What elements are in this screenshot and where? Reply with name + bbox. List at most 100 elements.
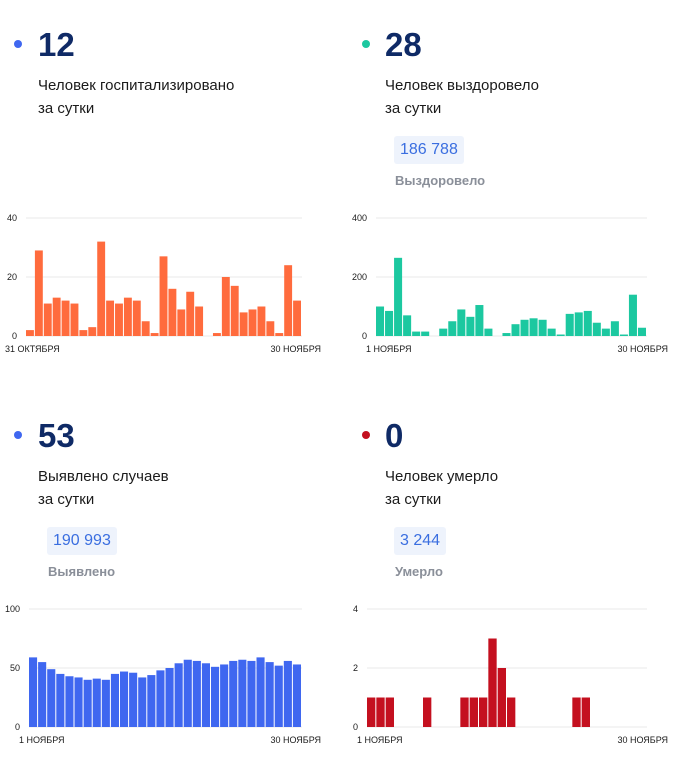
- bar: [186, 291, 195, 336]
- deaths-description: Человек умерло за сутки: [385, 465, 665, 511]
- cases-total-label: Выявлено: [48, 564, 116, 579]
- bar: [475, 305, 484, 336]
- recovered-total-label: Выздоровело: [395, 173, 486, 188]
- bar: [34, 250, 43, 336]
- bar: [556, 334, 565, 336]
- bar: [266, 321, 275, 336]
- deaths-desc-line2: за сутки: [385, 491, 442, 508]
- bar: [159, 256, 168, 336]
- y-tick-label: 50: [10, 663, 20, 673]
- bar: [26, 330, 34, 336]
- bar: [256, 657, 265, 727]
- y-tick-label: 4: [353, 604, 358, 614]
- bar: [284, 265, 293, 336]
- deaths-total-label: Умерло: [395, 564, 443, 579]
- bar: [147, 675, 156, 727]
- bar: [165, 668, 174, 727]
- bar: [201, 663, 210, 727]
- bar: [141, 321, 150, 336]
- y-tick-label: 100: [5, 604, 20, 614]
- bar: [229, 660, 238, 727]
- bar: [565, 313, 574, 336]
- bar: [101, 679, 110, 727]
- bar: [628, 294, 637, 336]
- x-start-label: 1 НОЯБРЯ: [366, 344, 412, 354]
- bar: [439, 328, 448, 336]
- x-start-label: 1 НОЯБРЯ: [19, 735, 65, 745]
- bar: [192, 660, 201, 727]
- hospitalized-desc-line2: за сутки: [38, 100, 95, 117]
- hospitalized-desc-line1: Человек госпитализировано: [38, 77, 235, 94]
- hospitalized-count: 12: [38, 26, 75, 63]
- cases-description: Выявлено случаев за сутки: [38, 465, 318, 511]
- bar: [257, 306, 266, 336]
- bar: [123, 297, 132, 336]
- bar: [74, 677, 83, 727]
- y-tick-label: 400: [352, 213, 367, 223]
- bar: [547, 328, 556, 336]
- recovered-count: 28: [385, 26, 422, 63]
- hospitalized-dot-icon: [14, 40, 22, 48]
- bar: [448, 321, 457, 336]
- bar: [129, 672, 138, 727]
- bar: [156, 670, 165, 727]
- bar: [572, 697, 581, 727]
- panel-deaths: 0 Человек умерло за сутки 3 244 Умерло 0…: [345, 391, 675, 771]
- panel-cases: 53 Выявлено случаев за сутки 190 993 Выя…: [0, 391, 330, 771]
- deaths-total-badge: 3 244: [394, 527, 447, 555]
- bar: [132, 300, 141, 336]
- bar: [457, 309, 466, 336]
- bar: [174, 663, 183, 727]
- bar: [230, 285, 239, 336]
- bar: [283, 660, 292, 727]
- y-tick-label: 2: [353, 663, 358, 673]
- bar: [488, 638, 497, 727]
- recovered-total-badge: 186 788: [394, 136, 464, 164]
- bar: [238, 659, 247, 727]
- y-tick-label: 200: [352, 272, 367, 282]
- y-tick-label: 40: [7, 213, 17, 223]
- bar: [497, 668, 506, 727]
- bar: [592, 322, 601, 336]
- bar: [466, 316, 475, 336]
- bar: [83, 679, 92, 727]
- bar: [195, 306, 204, 336]
- bar: [265, 662, 274, 727]
- y-tick-label: 0: [353, 722, 358, 732]
- bar: [92, 678, 101, 727]
- bar: [212, 333, 221, 336]
- bar: [394, 257, 403, 336]
- bar: [38, 662, 47, 727]
- bar: [248, 309, 257, 336]
- bar: [507, 697, 516, 727]
- bar: [247, 660, 256, 727]
- bar: [61, 300, 70, 336]
- bar: [412, 331, 421, 336]
- bar: [367, 697, 376, 727]
- y-tick-label: 0: [15, 722, 20, 732]
- bar: [538, 319, 547, 336]
- cases-desc-line2: за сутки: [38, 491, 95, 508]
- deaths-chart: 0 2 4 1 НОЯБРЯ 30 НОЯБРЯ: [353, 604, 668, 745]
- bar: [275, 333, 284, 336]
- bar: [293, 300, 301, 336]
- bar: [110, 673, 119, 727]
- bar: [583, 310, 592, 336]
- deaths-count: 0: [385, 417, 404, 454]
- x-start-label: 31 ОКТЯБРЯ: [5, 344, 60, 354]
- x-end-label: 30 НОЯБРЯ: [617, 344, 668, 354]
- recovered-desc-line2: за сутки: [385, 100, 442, 117]
- x-start-label: 1 НОЯБРЯ: [357, 735, 403, 745]
- bar: [52, 297, 61, 336]
- bar: [376, 697, 385, 727]
- bar: [520, 319, 529, 336]
- recovered-desc-line1: Человек выздоровело: [385, 77, 539, 94]
- bar: [581, 697, 590, 727]
- bar: [168, 288, 177, 336]
- bar: [106, 300, 115, 336]
- bar: [484, 328, 493, 336]
- panel-hospitalized: 12 Человек госпитализировано за сутки 0 2…: [0, 0, 330, 380]
- recovered-chart: 0 200 400 1 НОЯБРЯ 30 НОЯБРЯ: [352, 213, 668, 354]
- bar: [421, 331, 430, 336]
- bar: [403, 315, 412, 336]
